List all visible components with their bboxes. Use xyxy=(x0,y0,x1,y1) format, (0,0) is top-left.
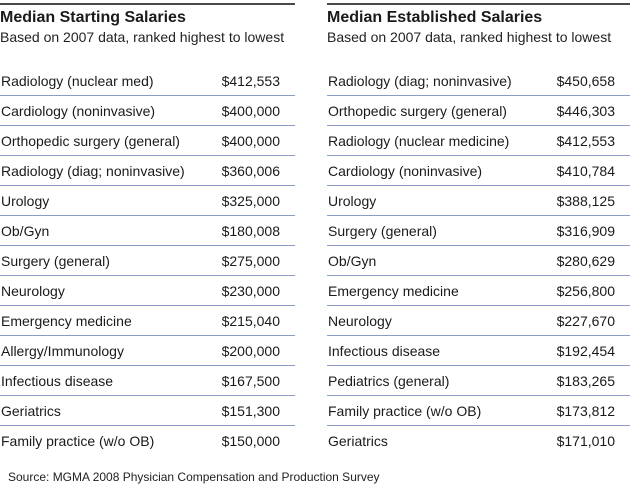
salary-value: $171,010 xyxy=(556,433,615,449)
salary-value: $275,000 xyxy=(221,252,280,269)
specialty-label: Orthopedic surgery (general) xyxy=(328,102,507,119)
top-rule xyxy=(327,3,630,5)
salary-value: $400,000 xyxy=(221,132,280,149)
table-row: Radiology (diag; noninvasive) $360,006 xyxy=(0,156,295,186)
salary-value: $400,000 xyxy=(221,102,280,119)
table-row: Infectious disease $192,454 xyxy=(327,336,630,366)
table-row: Geriatrics $151,300 xyxy=(0,396,295,426)
specialty-label: Surgery (general) xyxy=(328,222,437,239)
salary-value: $150,000 xyxy=(221,433,280,449)
specialty-label: Ob/Gyn xyxy=(1,222,50,239)
specialty-label: Family practice (w/o OB) xyxy=(1,433,155,449)
table-row: Ob/Gyn $180,008 xyxy=(0,216,295,246)
table-row: Ob/Gyn $280,629 xyxy=(327,246,630,276)
table-row: Family practice (w/o OB) $150,000 xyxy=(0,426,295,456)
salary-value: $412,553 xyxy=(556,132,615,149)
table-title: Median Starting Salaries xyxy=(0,9,186,26)
specialty-label: Family practice (w/o OB) xyxy=(328,402,482,419)
salary-value: $215,040 xyxy=(221,312,280,329)
specialty-label: Geriatrics xyxy=(1,402,61,419)
salary-value: $230,000 xyxy=(221,282,280,299)
table-row: Surgery (general) $316,909 xyxy=(327,216,630,246)
table-row: Neurology $227,670 xyxy=(327,306,630,336)
table-row: Family practice (w/o OB) $173,812 xyxy=(327,396,630,426)
table-row: Radiology (nuclear med) $412,553 xyxy=(0,66,295,96)
salary-value: $280,629 xyxy=(556,252,615,269)
specialty-label: Geriatrics xyxy=(328,433,388,449)
salary-value: $450,658 xyxy=(556,72,615,89)
salary-value: $167,500 xyxy=(221,372,280,389)
salary-value: $388,125 xyxy=(556,192,615,209)
specialty-label: Emergency medicine xyxy=(328,282,459,299)
salary-value: $180,008 xyxy=(221,222,280,239)
salary-value: $410,784 xyxy=(556,162,615,179)
salary-value: $360,006 xyxy=(221,162,280,179)
table-rows: Radiology (nuclear med) $412,553 Cardiolog… xyxy=(0,66,295,456)
specialty-label: Emergency medicine xyxy=(1,312,132,329)
specialty-label: Surgery (general) xyxy=(1,252,110,269)
salary-value: $227,670 xyxy=(556,312,615,329)
specialty-label: Urology xyxy=(328,192,377,209)
salary-value: $412,553 xyxy=(221,72,280,89)
specialty-label: Radiology (diag; noninvasive) xyxy=(328,72,512,89)
table-row: Geriatrics $171,010 xyxy=(327,426,630,456)
table-subtitle: Based on 2007 data, ranked highest to lo… xyxy=(327,29,612,45)
table-row: Cardiology (noninvasive) $400,000 xyxy=(0,96,295,126)
specialty-label: Allergy/Immunology xyxy=(1,342,124,359)
table-row: Radiology (diag; noninvasive) $450,658 xyxy=(327,66,630,96)
specialty-label: Infectious disease xyxy=(328,342,441,359)
specialty-label: Neurology xyxy=(328,312,392,329)
salary-value: $325,000 xyxy=(221,192,280,209)
source-note: Source: MGMA 2008 Physician Compensation… xyxy=(8,470,380,484)
specialty-label: Orthopedic surgery (general) xyxy=(1,132,180,149)
table-row: Allergy/Immunology $200,000 xyxy=(0,336,295,366)
table-row: Orthopedic surgery (general) $400,000 xyxy=(0,126,295,156)
table-row: Infectious disease $167,500 xyxy=(0,366,295,396)
table-row: Emergency medicine $215,040 xyxy=(0,306,295,336)
salary-value: $151,300 xyxy=(221,402,280,419)
table-row: Emergency medicine $256,800 xyxy=(327,276,630,306)
table-row: Orthopedic surgery (general) $446,303 xyxy=(327,96,630,126)
top-rule xyxy=(0,3,295,5)
salary-value: $256,800 xyxy=(556,282,615,299)
starting-salaries-table: Median Starting Salaries Based on 2007 d… xyxy=(0,0,295,456)
specialty-label: Urology xyxy=(1,192,50,209)
salary-value: $200,000 xyxy=(221,342,280,359)
salary-value: $173,812 xyxy=(556,402,615,419)
table-row: Pediatrics (general) $183,265 xyxy=(327,366,630,396)
table-title: Median Established Salaries xyxy=(327,9,543,26)
salary-value: $183,265 xyxy=(556,372,615,389)
table-subtitle: Based on 2007 data, ranked highest to lo… xyxy=(0,29,285,45)
salary-value: $192,454 xyxy=(556,342,615,359)
specialty-label: Cardiology (noninvasive) xyxy=(328,162,483,179)
specialty-label: Ob/Gyn xyxy=(328,252,377,269)
table-row: Radiology (nuclear medicine) $412,553 xyxy=(327,126,630,156)
specialty-label: Cardiology (noninvasive) xyxy=(1,102,156,119)
specialty-label: Pediatrics (general) xyxy=(328,372,450,389)
specialty-label: Infectious disease xyxy=(1,372,114,389)
table-row: Cardiology (noninvasive) $410,784 xyxy=(327,156,630,186)
table-row: Urology $388,125 xyxy=(327,186,630,216)
specialty-label: Radiology (nuclear medicine) xyxy=(328,132,510,149)
salary-value: $316,909 xyxy=(556,222,615,239)
established-salaries-table: Median Established Salaries Based on 200… xyxy=(327,0,630,456)
table-row: Surgery (general) $275,000 xyxy=(0,246,295,276)
table-row: Urology $325,000 xyxy=(0,186,295,216)
table-rows: Radiology (diag; noninvasive) $450,658 Ort… xyxy=(327,66,630,456)
specialty-label: Neurology xyxy=(1,282,65,299)
salary-value: $446,303 xyxy=(556,102,615,119)
specialty-label: Radiology (diag; noninvasive) xyxy=(1,162,185,179)
table-row: Neurology $230,000 xyxy=(0,276,295,306)
specialty-label: Radiology (nuclear med) xyxy=(1,72,154,89)
